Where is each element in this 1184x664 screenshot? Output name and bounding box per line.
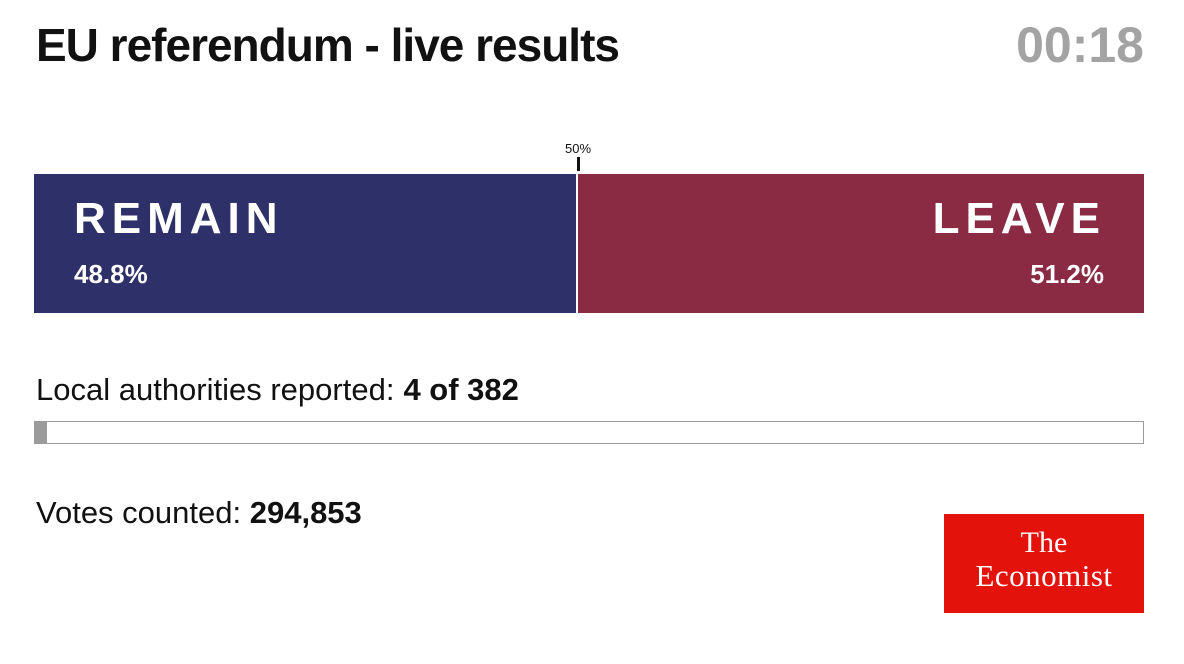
midpoint-marker-label: 50% (564, 141, 592, 156)
authorities-reported-line: Local authorities reported: 4 of 382 (36, 372, 519, 408)
leave-label: LEAVE (932, 194, 1106, 243)
result-bar: REMAIN 48.8% LEAVE 51.2% (34, 174, 1144, 313)
votes-counted-value: 294,853 (249, 495, 362, 530)
authorities-reported-label: Local authorities reported: (36, 372, 395, 407)
logo-line-2: Economist (975, 558, 1113, 593)
leave-percentage: 51.2% (1030, 259, 1104, 289)
midpoint-marker-tick (577, 157, 580, 171)
the-economist-logo: The Economist (944, 514, 1144, 613)
remain-bar: REMAIN 48.8% (34, 174, 576, 313)
remain-percentage: 48.8% (74, 259, 148, 289)
page-title: EU referendum - live results (36, 19, 620, 71)
reporting-progress-bar (34, 421, 1144, 444)
leave-bar: LEAVE 51.2% (578, 174, 1144, 313)
logo-line-1: The (1020, 526, 1068, 559)
elapsed-clock: 00:18 (1016, 17, 1144, 73)
reporting-progress-fill (35, 422, 47, 443)
authorities-reported-value: 4 of 382 (403, 372, 519, 407)
votes-counted-line: Votes counted: 294,853 (36, 495, 362, 531)
remain-label: REMAIN (74, 194, 284, 243)
votes-counted-label: Votes counted: (36, 495, 242, 530)
